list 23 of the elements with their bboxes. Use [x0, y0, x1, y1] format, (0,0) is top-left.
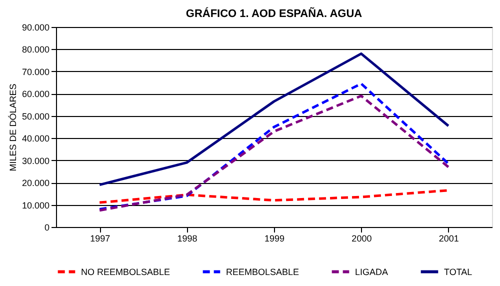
x-tick-label: 2000 [352, 234, 372, 244]
x-tick-label: 1998 [177, 234, 198, 244]
legend-label: NO REEMBOLSABLE [81, 266, 170, 277]
line-series [98, 52, 450, 186]
y-tick-label: 80.000 [22, 44, 50, 55]
chart-title: GRÁFICO 1. AOD ESPAÑA. AGUA [186, 7, 362, 20]
x-tick-label: 2001 [438, 234, 459, 244]
x-tick-label: 1999 [264, 234, 285, 244]
y-axis-title: MILES DE DÓLARES [8, 84, 18, 172]
y-tick-label: 10.000 [22, 200, 50, 210]
y-tick-label: 0 [44, 222, 50, 232]
legend-label: REEMBOLSABLE [226, 266, 300, 277]
x-tick-label: 1997 [90, 234, 110, 244]
y-tick-label: 90.000 [22, 22, 50, 32]
y-tick-label: 60.000 [22, 89, 50, 100]
legend-label: TOTAL [444, 266, 472, 277]
y-tick-label: 50.000 [22, 111, 50, 122]
y-tick-label: 40.000 [22, 134, 50, 144]
line-series [98, 189, 450, 204]
legend-label: LIGADA [355, 266, 388, 277]
y-tick-label: 20.000 [22, 178, 50, 188]
y-tick-label: 30.000 [22, 156, 50, 166]
y-tick-label: 70.000 [22, 66, 50, 77]
